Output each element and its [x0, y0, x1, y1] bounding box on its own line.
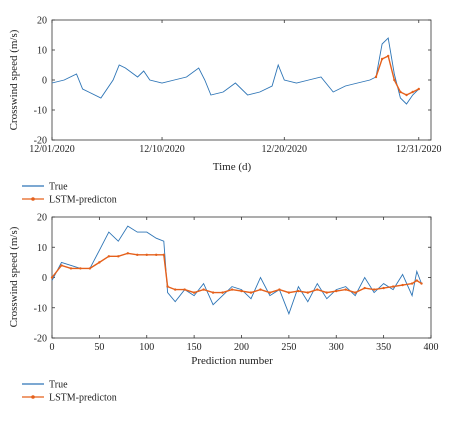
y-tick-label: 10 [37, 46, 47, 57]
x-tick-label: 12/20/2020 [262, 144, 308, 155]
y-axis-label: Crosswind speed (m/s) [8, 226, 20, 327]
x-tick-label: 400 [424, 342, 439, 353]
data-point [230, 288, 234, 291]
data-point [259, 288, 262, 291]
data-point [380, 57, 384, 61]
data-point [382, 286, 385, 290]
data-point [415, 279, 418, 282]
series-line-lstm-prediction [51, 252, 422, 294]
x-tick-label: 50 [94, 342, 104, 353]
data-point [287, 291, 291, 294]
data-point [417, 87, 420, 91]
data-point [136, 253, 139, 257]
data-point [126, 252, 129, 255]
data-point [335, 289, 338, 293]
data-point [399, 90, 402, 94]
x-axis-label: Prediction number [191, 355, 273, 367]
legend-label: LSTM-predicton [49, 195, 117, 206]
data-point [420, 282, 423, 285]
data-point [117, 255, 120, 258]
data-point [297, 289, 300, 293]
y-tick-label: -10 [34, 106, 47, 117]
data-point [79, 267, 82, 270]
y-tick-label: -20 [34, 334, 47, 345]
series-line-true [51, 225, 422, 316]
y-tick-label: 20 [37, 213, 47, 224]
plot-frame [51, 216, 432, 339]
data-point [145, 253, 148, 257]
legend-label: True [49, 182, 68, 193]
data-point [387, 54, 390, 58]
series-line-true [51, 37, 420, 105]
data-point [401, 283, 404, 287]
x-tick-label: 200 [234, 342, 249, 353]
data-point [155, 253, 158, 257]
chart-2: -20 -10 0 10 20 0 50 100 150 200 250 300 350 400 Pre… [8, 213, 439, 368]
data-point [306, 291, 310, 294]
data-point [162, 253, 166, 257]
data-point [88, 267, 92, 270]
data-point [211, 291, 215, 294]
data-point [405, 93, 408, 97]
x-tick-label: 150 [187, 342, 202, 353]
data-point [393, 78, 396, 82]
data-point [240, 289, 243, 293]
legend-2: True LSTM-predicton [22, 380, 117, 404]
y-tick-label: 0 [42, 273, 47, 284]
x-tick-label: 12/31/2020 [396, 144, 442, 155]
data-point [98, 261, 101, 264]
x-tick-label: 12/10/2020 [139, 144, 185, 155]
data-point [173, 288, 177, 291]
y-tick-label: -20 [34, 136, 47, 147]
y-axis-label: Crosswind speed (m/s) [8, 29, 20, 130]
data-point [410, 282, 414, 285]
x-tick-label: 100 [139, 342, 154, 353]
legend-marker [31, 197, 35, 201]
data-point [50, 276, 54, 279]
x-tick-label: 350 [376, 342, 391, 353]
data-point [221, 291, 224, 294]
series-line-lstm-prediction [375, 54, 420, 96]
data-point [60, 264, 63, 267]
data-point [192, 291, 196, 294]
legend-1: True LSTM-predicton [22, 182, 117, 206]
data-point [69, 267, 73, 270]
data-point [411, 90, 414, 94]
x-tick-label: 0 [50, 342, 55, 353]
x-tick-label: 250 [281, 342, 296, 353]
data-point [344, 288, 347, 291]
y-tick-label: 0 [42, 76, 47, 87]
data-point [374, 75, 378, 79]
data-point [202, 288, 205, 291]
data-point [354, 291, 357, 294]
data-point [325, 291, 328, 294]
data-point [268, 291, 272, 294]
y-tick-label: 20 [37, 16, 47, 27]
legend-marker [31, 395, 35, 399]
data-point [363, 286, 366, 290]
data-point [166, 285, 169, 288]
legend-label: LSTM-predicton [49, 393, 117, 404]
y-tick-label: 10 [37, 243, 47, 254]
data-point [107, 255, 111, 258]
y-tick-label: -10 [34, 303, 47, 314]
legend-label: True [49, 380, 68, 391]
plot-frame [51, 19, 432, 141]
data-point [391, 285, 395, 288]
data-point [372, 288, 376, 291]
x-tick-label: 300 [329, 342, 344, 353]
data-point [316, 288, 319, 291]
chart-1: -20 -10 0 10 20 12/01/2020 12/10/2020 12/20/20… [8, 16, 442, 174]
data-point [278, 288, 281, 291]
data-point [183, 288, 186, 291]
data-point [249, 291, 253, 294]
x-axis-label: Time (d) [213, 161, 252, 173]
x-tick-label: 12/01/2020 [29, 144, 75, 155]
